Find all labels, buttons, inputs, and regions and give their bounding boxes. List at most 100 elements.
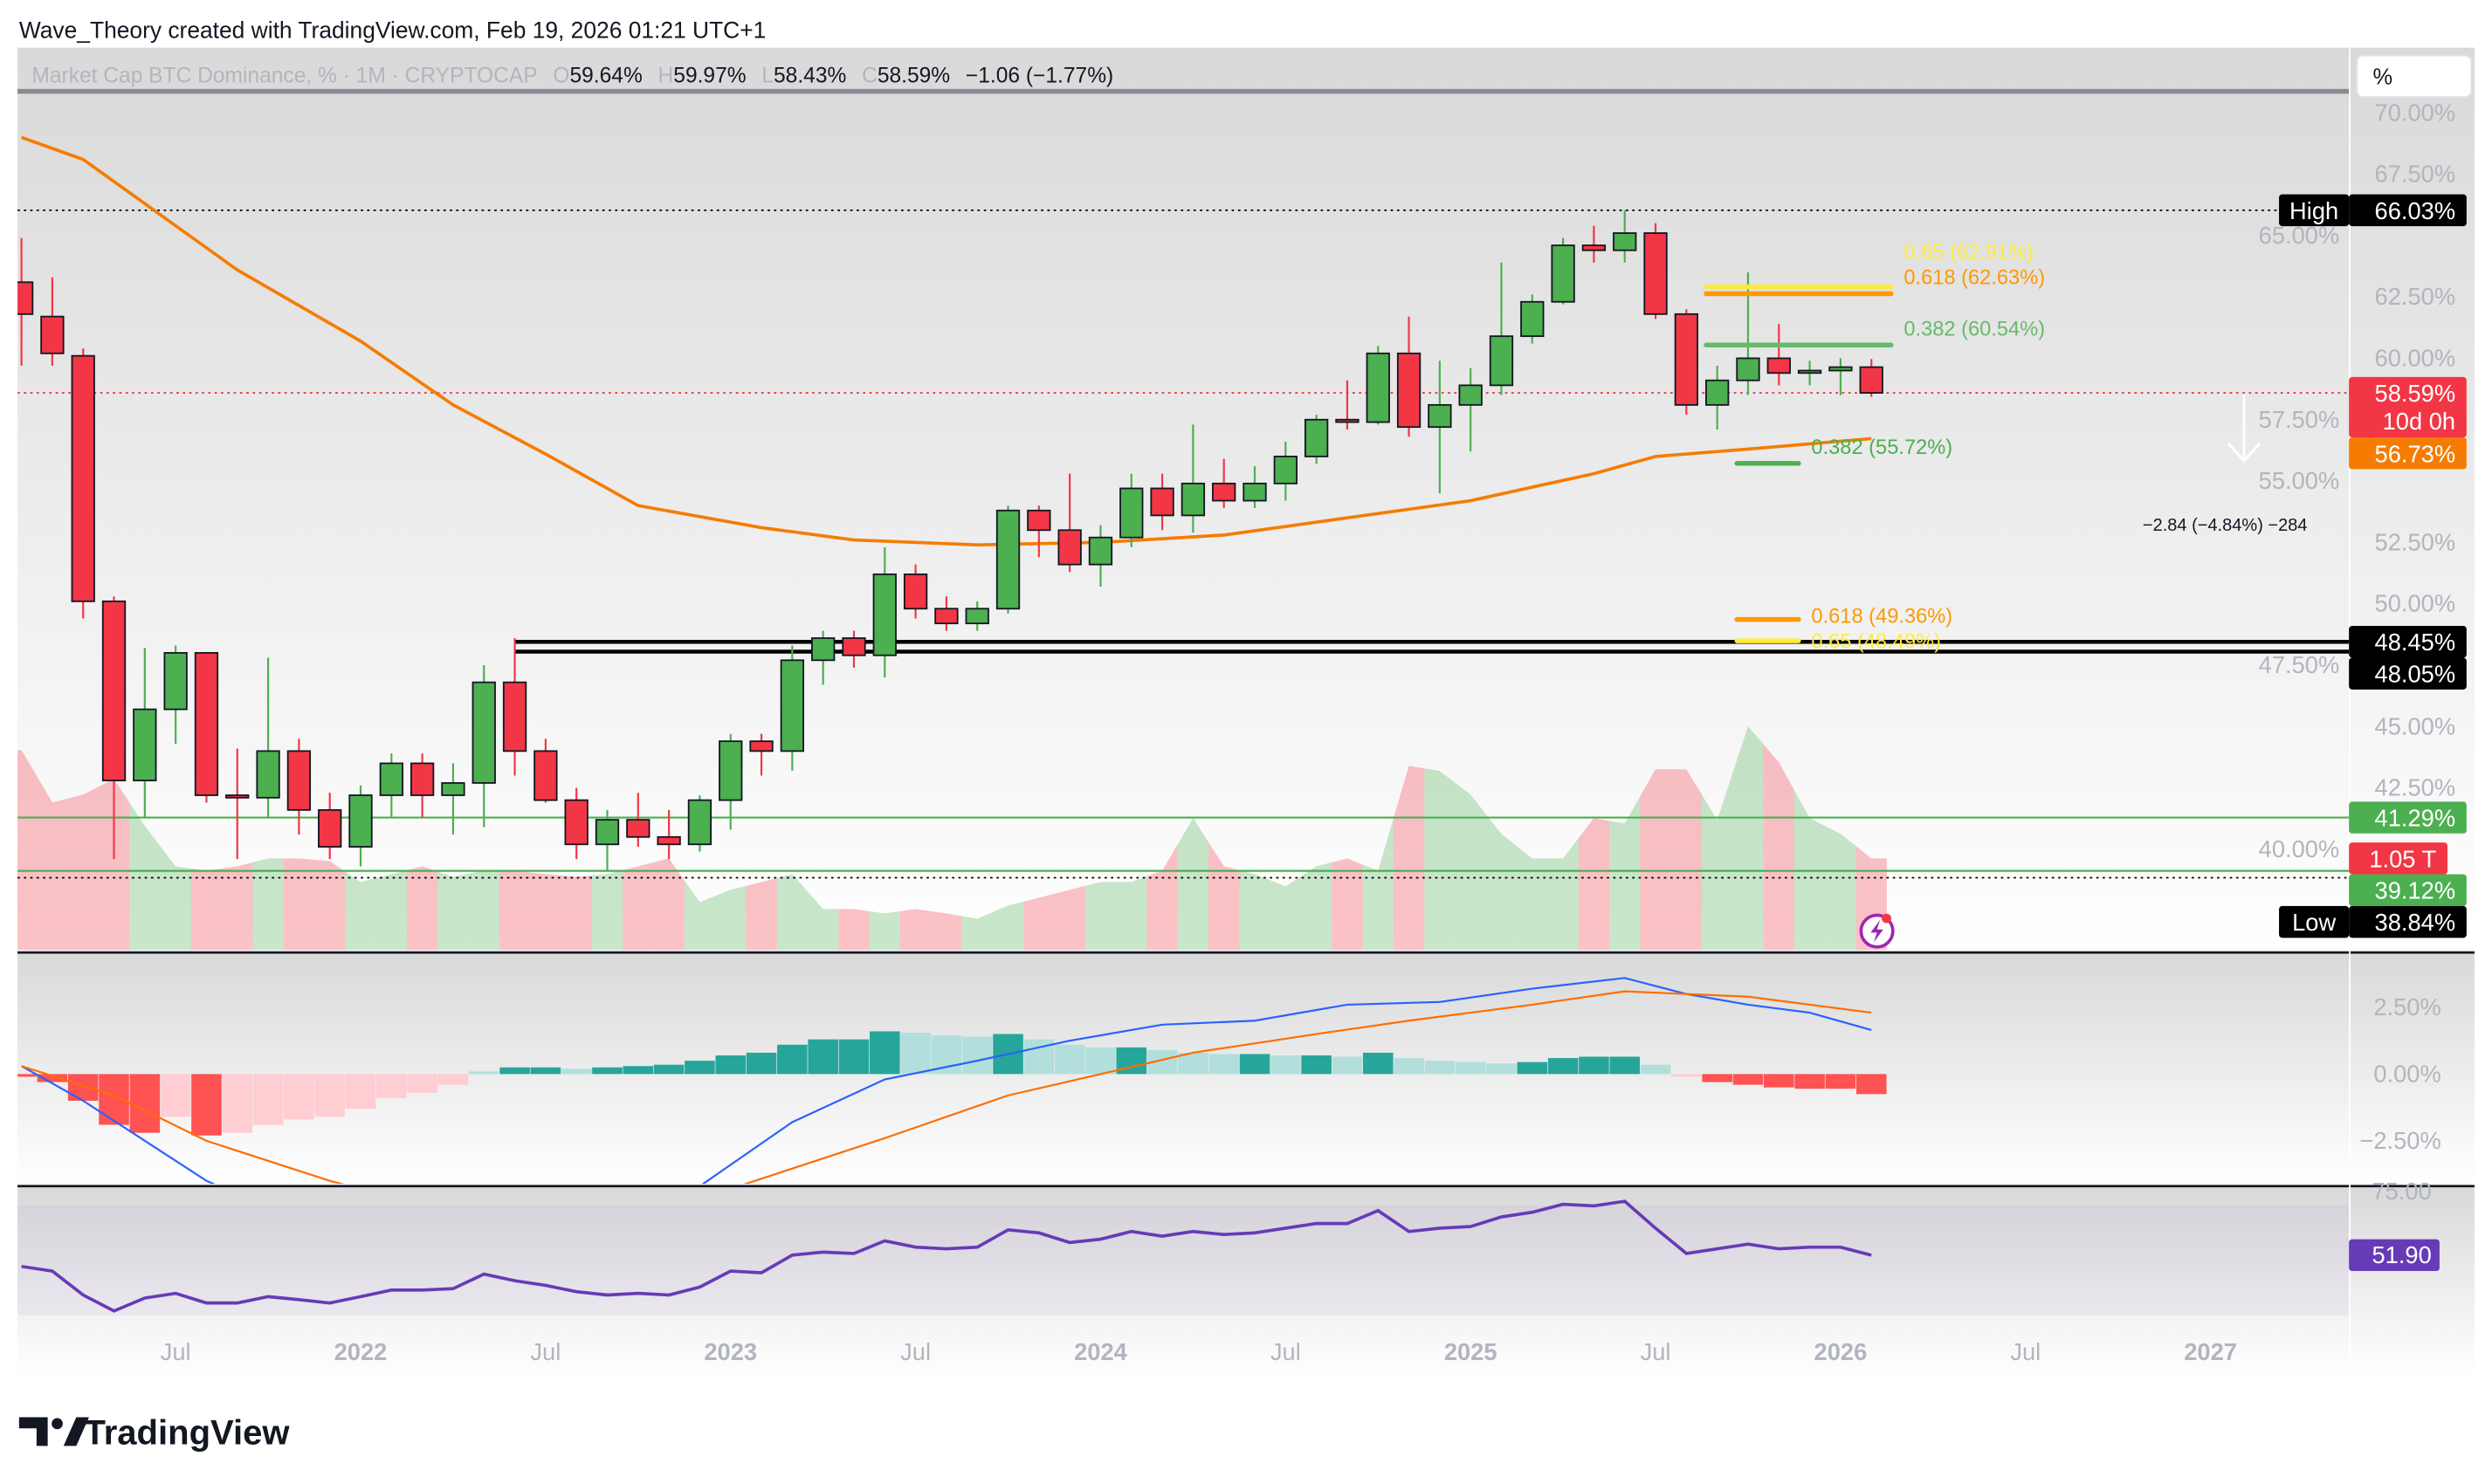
candle[interactable]: [1797, 361, 1822, 386]
macd-histogram-bar: [592, 1067, 623, 1075]
candle[interactable]: [1335, 380, 1360, 429]
candle[interactable]: [534, 739, 558, 803]
candle[interactable]: [687, 794, 712, 852]
candle[interactable]: [1396, 316, 1422, 437]
price-tick-label: 55.00%: [2259, 467, 2340, 494]
candle[interactable]: [811, 630, 836, 685]
volume-segment: [931, 910, 962, 951]
macd-histogram-bar: [623, 1066, 654, 1075]
candle[interactable]: [101, 596, 127, 860]
candle-body: [379, 762, 403, 796]
candle[interactable]: [1181, 424, 1206, 533]
candle[interactable]: [995, 505, 1021, 614]
macd-histogram-bar: [1579, 1056, 1609, 1075]
candle[interactable]: [1551, 237, 1575, 305]
candle[interactable]: [1150, 473, 1174, 531]
candle-body: [965, 608, 989, 625]
candle[interactable]: [379, 753, 403, 818]
candle[interactable]: [441, 763, 465, 835]
volume-segment: [1424, 768, 1456, 951]
tradingview-logo[interactable]: TradingView: [18, 1413, 291, 1452]
macd-histogram-bar: [1517, 1061, 1548, 1075]
time-tick-label: 2024: [1074, 1338, 1128, 1365]
candle[interactable]: [1766, 324, 1791, 386]
candle[interactable]: [1705, 365, 1730, 429]
candle[interactable]: [1366, 346, 1390, 425]
candle[interactable]: [903, 564, 928, 619]
candle[interactable]: [502, 638, 527, 776]
candle[interactable]: [719, 733, 743, 830]
alert-icon[interactable]: [1859, 913, 1895, 949]
candle[interactable]: [749, 733, 774, 776]
candle[interactable]: [657, 809, 681, 860]
candle[interactable]: [163, 645, 188, 744]
candle[interactable]: [410, 753, 435, 818]
macd-histogram-bar: [838, 1039, 870, 1075]
candle[interactable]: [133, 648, 157, 818]
time-tick-label: Jul: [161, 1338, 191, 1365]
candle[interactable]: [1674, 309, 1699, 416]
candle[interactable]: [40, 277, 65, 366]
candle[interactable]: [1643, 223, 1668, 319]
candle[interactable]: [564, 787, 589, 860]
candle[interactable]: [472, 664, 496, 828]
candle[interactable]: [1613, 210, 1637, 263]
volume-segment: [345, 871, 376, 951]
candle[interactable]: [872, 546, 897, 678]
candle[interactable]: [1119, 473, 1144, 547]
candle[interactable]: [842, 630, 866, 668]
candle[interactable]: [780, 645, 805, 771]
price-label-value: 38.84%: [2375, 909, 2456, 936]
rsi-axis[interactable]: 75.00: [2372, 1178, 2432, 1205]
macd-histogram-bar: [1239, 1054, 1270, 1075]
candle[interactable]: [71, 348, 95, 619]
candle[interactable]: [194, 651, 219, 803]
price-label-value: 39.12%: [2375, 877, 2456, 904]
candle[interactable]: [1859, 359, 1883, 397]
volume-segment: [1023, 893, 1055, 951]
close-label: C: [862, 65, 878, 88]
price-label-value: 48.45%: [2375, 629, 2456, 656]
candle[interactable]: [225, 748, 250, 860]
volume-segment: [1208, 842, 1240, 951]
percent-scale-button[interactable]: %: [2356, 54, 2473, 98]
candle-body: [842, 637, 866, 656]
candle[interactable]: [1027, 505, 1051, 558]
change-value: −1.06 (−1.77%): [966, 65, 1113, 88]
candle[interactable]: [1458, 368, 1483, 452]
macd-histogram-bar: [1794, 1074, 1825, 1089]
horizontal-lines: [17, 209, 2350, 879]
candle[interactable]: [1243, 466, 1267, 508]
time-axis[interactable]: Jul 2022 Jul 2023 Jul 2024 Jul 2025 Jul 2026 Jul 20…: [161, 1338, 2237, 1365]
price-tick-label: 52.50%: [2375, 528, 2456, 555]
rsi-pane[interactable]: [17, 1186, 2475, 1378]
candle[interactable]: [256, 657, 280, 818]
candle[interactable]: [1581, 225, 1607, 263]
candle[interactable]: [1057, 473, 1082, 573]
candle[interactable]: [1828, 358, 1853, 395]
price-axis[interactable]: 70.00% 67.50% 65.00% 62.50% 60.00% 57.50% 55.0…: [2259, 99, 2455, 862]
candle[interactable]: [595, 809, 620, 872]
candle[interactable]: [626, 793, 651, 848]
candle[interactable]: [318, 793, 342, 860]
candle[interactable]: [965, 601, 989, 631]
volume-segment: [776, 874, 809, 951]
candle[interactable]: [1304, 415, 1329, 464]
candle[interactable]: [10, 237, 34, 366]
candle[interactable]: [934, 596, 959, 631]
candle[interactable]: [1428, 361, 1452, 494]
macd-axis[interactable]: 2.50% 0.00% −2.50%: [2359, 993, 2440, 1154]
candle[interactable]: [1489, 262, 1514, 395]
macd-histogram-bar: [1301, 1055, 1332, 1075]
candle[interactable]: [286, 739, 312, 835]
volume-segment: [160, 846, 191, 951]
candle-body: [1057, 529, 1082, 566]
candle[interactable]: [348, 785, 373, 867]
candle-body: [101, 600, 127, 782]
candle[interactable]: [1212, 458, 1236, 508]
candle[interactable]: [1088, 525, 1113, 587]
candle[interactable]: [1520, 294, 1545, 344]
candle[interactable]: [1273, 442, 1298, 501]
